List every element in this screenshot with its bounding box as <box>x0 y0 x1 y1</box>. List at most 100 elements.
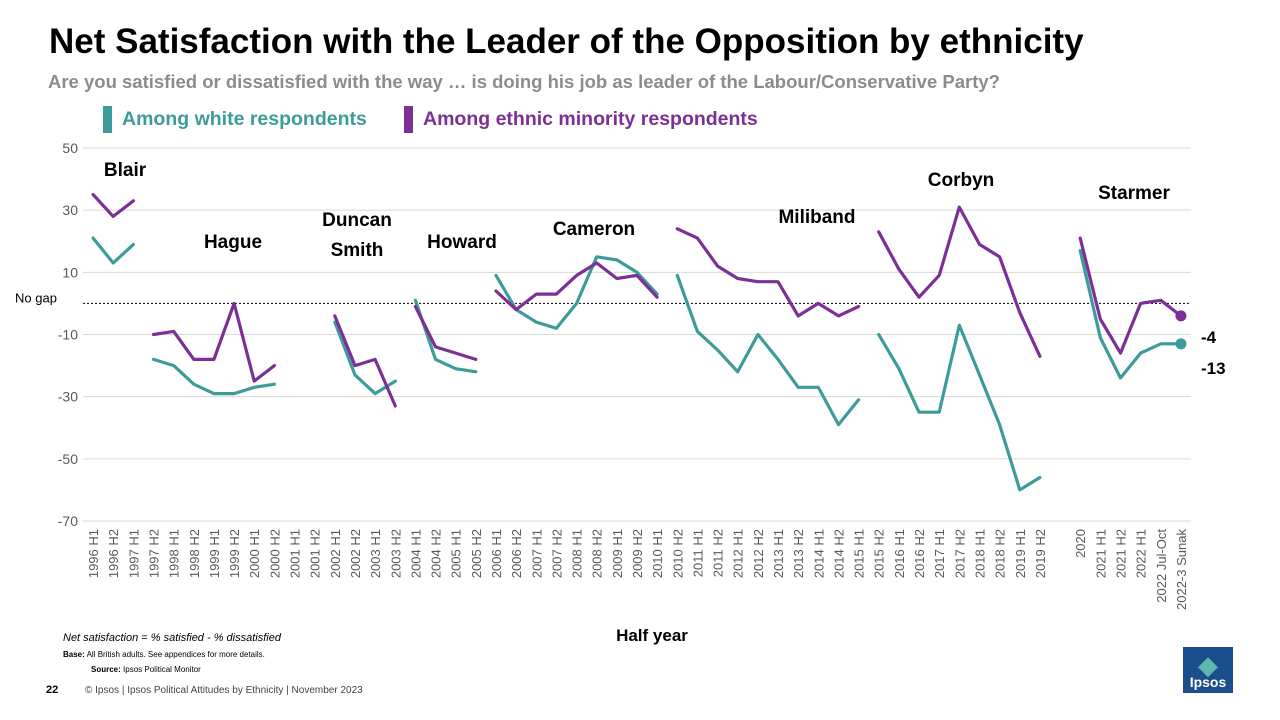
series-line-minority <box>413 304 478 361</box>
footnote-base: Base: All British adults. See appendices… <box>63 650 265 659</box>
x-tick-label: 2008 H1 <box>570 529 585 578</box>
leader-label: Howard <box>427 232 497 253</box>
copyright: © Ipsos | Ipsos Political Attitudes by E… <box>85 685 363 696</box>
series-line-minority <box>91 193 135 218</box>
x-tick-label: 1999 H1 <box>207 529 222 578</box>
x-tick-label: 2014 H2 <box>831 529 846 578</box>
source-label: Source: <box>91 665 121 674</box>
legend-swatch-white <box>103 105 112 133</box>
leader-label: Hague <box>204 232 262 253</box>
x-tick-label: 2021 H1 <box>1093 529 1108 578</box>
series-line-white <box>877 323 1042 492</box>
y-tick-label: -70 <box>58 513 78 529</box>
x-tick-label: 2013 H1 <box>771 529 786 578</box>
x-tick-label: 2017 H2 <box>952 529 967 578</box>
x-tick-label: 2022 Jul-Oct <box>1154 529 1169 603</box>
y-tick-label: -10 <box>58 327 78 343</box>
x-tick-label: 1996 H1 <box>86 529 101 578</box>
series-line-minority <box>1078 236 1183 355</box>
x-axis-title: Half year <box>616 626 688 645</box>
series-line-white <box>494 255 659 330</box>
x-tick-label: 2012 H1 <box>731 529 746 578</box>
leader-label: Cameron <box>553 219 635 240</box>
x-tick-label: 2009 H1 <box>610 529 625 578</box>
x-tick-label: 2019 H1 <box>1013 529 1028 578</box>
series-line-white <box>91 236 135 265</box>
x-tick-label: 2016 H1 <box>892 529 907 578</box>
legend-item-white: Among white respondents <box>103 103 367 135</box>
series-line-white <box>675 273 861 427</box>
y-tick-label: 30 <box>62 202 78 218</box>
x-tick-label: 2022 H1 <box>1134 529 1149 578</box>
series-line-white <box>151 357 276 396</box>
legend-item-minority: Among ethnic minority respondents <box>404 103 758 135</box>
base-label: Base: <box>63 650 85 659</box>
series-line-white <box>1078 249 1183 380</box>
x-tick-label: 2009 H2 <box>630 529 645 578</box>
x-tick-label: 2000 H1 <box>247 529 262 578</box>
end-point-minority <box>1175 310 1187 322</box>
x-tick-label: 2015 H1 <box>852 529 867 578</box>
x-tick-label: 2016 H2 <box>912 529 927 578</box>
logo-text: Ipsos <box>1189 674 1227 690</box>
series-line-minority <box>877 205 1042 358</box>
x-tick-label: 2003 H1 <box>368 529 383 578</box>
ipsos-logo: ◆ Ipsos <box>1183 647 1233 693</box>
x-tick-label: 2002 H2 <box>348 529 363 578</box>
x-tick-label: 2014 H1 <box>811 529 826 578</box>
no-gap-label: No gap <box>15 290 57 305</box>
end-label-minority: -4 <box>1201 328 1217 347</box>
x-tick-label: 2007 H1 <box>529 529 544 578</box>
footnote-source: Source: Ipsos Political Monitor <box>91 665 201 674</box>
logo-mark-icon: ◆ <box>1198 650 1218 680</box>
x-tick-label: 2005 H2 <box>469 529 484 578</box>
x-tick-label: 2011 H2 <box>711 529 726 577</box>
x-tick-label: 2007 H2 <box>549 529 564 578</box>
x-tick-label: 2005 H1 <box>449 529 464 578</box>
x-tick-label: 2008 H2 <box>590 529 605 578</box>
x-tick-label: 2001 H2 <box>308 529 323 578</box>
x-tick-label: 2013 H2 <box>791 529 806 578</box>
x-tick-label: 1999 H2 <box>227 529 242 578</box>
y-tick-label: 50 <box>62 140 78 156</box>
series-line-white <box>333 320 397 396</box>
x-tick-label: 1997 H2 <box>147 529 162 578</box>
end-point-white <box>1175 338 1187 350</box>
leader-label: Starmer <box>1098 183 1170 204</box>
series-line-minority <box>494 261 659 312</box>
y-tick-label: -50 <box>58 451 78 467</box>
x-tick-label: 2010 H2 <box>670 529 685 578</box>
x-tick-label: 2001 H1 <box>288 529 303 578</box>
y-tick-label: 10 <box>62 264 78 280</box>
x-tick-label: 2018 H2 <box>993 529 1008 578</box>
leader-label: Smith <box>331 240 384 261</box>
x-tick-label: 2018 H1 <box>972 529 987 578</box>
x-tick-label: 2011 H1 <box>690 529 705 577</box>
page-number: 22 <box>46 684 59 696</box>
x-tick-label: 1998 H2 <box>187 529 202 578</box>
x-tick-label: 2021 H2 <box>1113 529 1128 578</box>
x-tick-label: 1997 H1 <box>126 529 141 578</box>
x-tick-label: 2019 H2 <box>1033 529 1048 578</box>
x-tick-label: 2004 H2 <box>429 529 444 578</box>
legend-label-minority: Among ethnic minority respondents <box>423 107 758 130</box>
series-line-minority <box>675 227 861 318</box>
x-tick-label: 2017 H1 <box>932 529 947 578</box>
leader-label: Miliband <box>778 207 855 228</box>
x-tick-label: 2020 <box>1073 529 1088 558</box>
end-label-white: -13 <box>1201 359 1226 378</box>
source-text: Ipsos Political Monitor <box>123 665 201 674</box>
x-tick-label: 2006 H2 <box>509 529 524 578</box>
series-line-minority <box>151 301 276 383</box>
x-tick-label: 2000 H2 <box>267 529 282 578</box>
x-tick-label: 2006 H1 <box>489 529 504 578</box>
x-tick-label: 2010 H1 <box>650 529 665 578</box>
x-tick-label: 1996 H2 <box>106 529 121 578</box>
series-line-white <box>413 298 478 374</box>
leader-label: Corbyn <box>928 170 995 191</box>
legend-swatch-minority <box>404 105 413 133</box>
x-tick-label: 2015 H2 <box>872 529 887 578</box>
series-line-minority <box>333 314 397 408</box>
x-tick-label: 1998 H1 <box>167 529 182 578</box>
